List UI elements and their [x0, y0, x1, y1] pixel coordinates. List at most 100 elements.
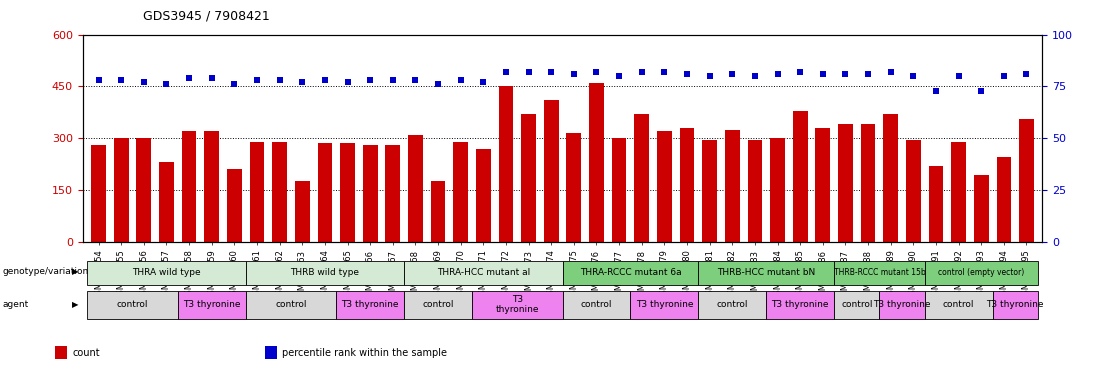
- Bar: [612, 138, 627, 242]
- Point: [769, 71, 786, 77]
- Text: ▶: ▶: [72, 267, 78, 276]
- Bar: [679, 128, 695, 242]
- Text: THRB-RCCC mutant 15b: THRB-RCCC mutant 15b: [834, 268, 925, 276]
- Text: ▶: ▶: [72, 300, 78, 309]
- Bar: [703, 140, 717, 242]
- Bar: [430, 182, 446, 242]
- Bar: [879, 291, 924, 319]
- Bar: [884, 114, 898, 242]
- Bar: [336, 291, 404, 319]
- Bar: [408, 135, 422, 242]
- Point: [317, 77, 334, 83]
- Bar: [453, 142, 468, 242]
- Bar: [522, 114, 536, 242]
- Bar: [563, 291, 631, 319]
- Point: [225, 81, 243, 88]
- Point: [474, 79, 492, 85]
- Bar: [363, 145, 377, 242]
- Text: T3 thyronine: T3 thyronine: [874, 300, 931, 309]
- Bar: [159, 162, 174, 242]
- Bar: [178, 291, 246, 319]
- Point: [271, 77, 289, 83]
- Text: control: control: [580, 300, 612, 309]
- Bar: [748, 140, 762, 242]
- Text: THRB-HCC mutant bN: THRB-HCC mutant bN: [717, 268, 815, 276]
- Text: percentile rank within the sample: percentile rank within the sample: [282, 348, 448, 358]
- Point: [859, 71, 877, 77]
- Bar: [838, 124, 853, 242]
- Point: [610, 73, 628, 79]
- Bar: [767, 291, 834, 319]
- Point: [497, 69, 515, 75]
- Point: [950, 73, 967, 79]
- Text: THRA wild type: THRA wild type: [132, 268, 201, 276]
- Point: [158, 81, 175, 88]
- Point: [203, 75, 221, 81]
- Text: control: control: [840, 300, 872, 309]
- Point: [113, 77, 130, 83]
- Bar: [834, 291, 879, 319]
- Point: [407, 77, 425, 83]
- Point: [724, 71, 741, 77]
- Bar: [1019, 119, 1034, 242]
- Bar: [634, 114, 649, 242]
- Bar: [385, 145, 400, 242]
- Bar: [404, 260, 563, 285]
- Bar: [246, 260, 404, 285]
- Point: [89, 77, 107, 83]
- Point: [248, 77, 266, 83]
- Bar: [993, 291, 1038, 319]
- Point: [520, 69, 537, 75]
- Text: control: control: [117, 300, 148, 309]
- Point: [1018, 71, 1036, 77]
- Bar: [725, 130, 740, 242]
- Bar: [951, 142, 966, 242]
- Text: THRA-HCC mutant al: THRA-HCC mutant al: [437, 268, 529, 276]
- Bar: [340, 144, 355, 242]
- Bar: [295, 182, 310, 242]
- Point: [746, 73, 763, 79]
- Text: control (empty vector): control (empty vector): [939, 268, 1025, 276]
- Point: [588, 69, 606, 75]
- Point: [429, 81, 447, 88]
- Point: [791, 69, 808, 75]
- Text: T3
thyronine: T3 thyronine: [495, 295, 539, 314]
- Bar: [87, 291, 178, 319]
- Point: [452, 77, 470, 83]
- Bar: [698, 291, 767, 319]
- Text: control: control: [422, 300, 453, 309]
- Bar: [544, 100, 558, 242]
- Text: agent: agent: [2, 300, 29, 309]
- Text: count: count: [73, 348, 100, 358]
- Bar: [318, 144, 332, 242]
- Bar: [563, 260, 698, 285]
- Point: [180, 75, 197, 81]
- Bar: [996, 157, 1011, 242]
- Bar: [249, 142, 265, 242]
- Bar: [698, 260, 834, 285]
- Bar: [657, 131, 672, 242]
- Text: control: control: [275, 300, 307, 309]
- Point: [633, 69, 651, 75]
- Point: [362, 77, 379, 83]
- Text: T3 thyronine: T3 thyronine: [635, 300, 693, 309]
- Bar: [55, 346, 67, 359]
- Bar: [472, 291, 563, 319]
- Bar: [204, 131, 219, 242]
- Bar: [929, 166, 943, 242]
- Text: T3 thyronine: T3 thyronine: [183, 300, 240, 309]
- Bar: [834, 260, 924, 285]
- Bar: [227, 169, 242, 242]
- Bar: [265, 346, 277, 359]
- Bar: [114, 138, 129, 242]
- Text: control: control: [717, 300, 748, 309]
- Bar: [924, 291, 993, 319]
- Bar: [793, 111, 807, 242]
- Text: GDS3945 / 7908421: GDS3945 / 7908421: [143, 10, 270, 23]
- Point: [928, 88, 945, 94]
- Point: [655, 69, 673, 75]
- Bar: [631, 291, 698, 319]
- Bar: [476, 149, 491, 242]
- Text: genotype/variation: genotype/variation: [2, 267, 88, 276]
- Bar: [87, 260, 246, 285]
